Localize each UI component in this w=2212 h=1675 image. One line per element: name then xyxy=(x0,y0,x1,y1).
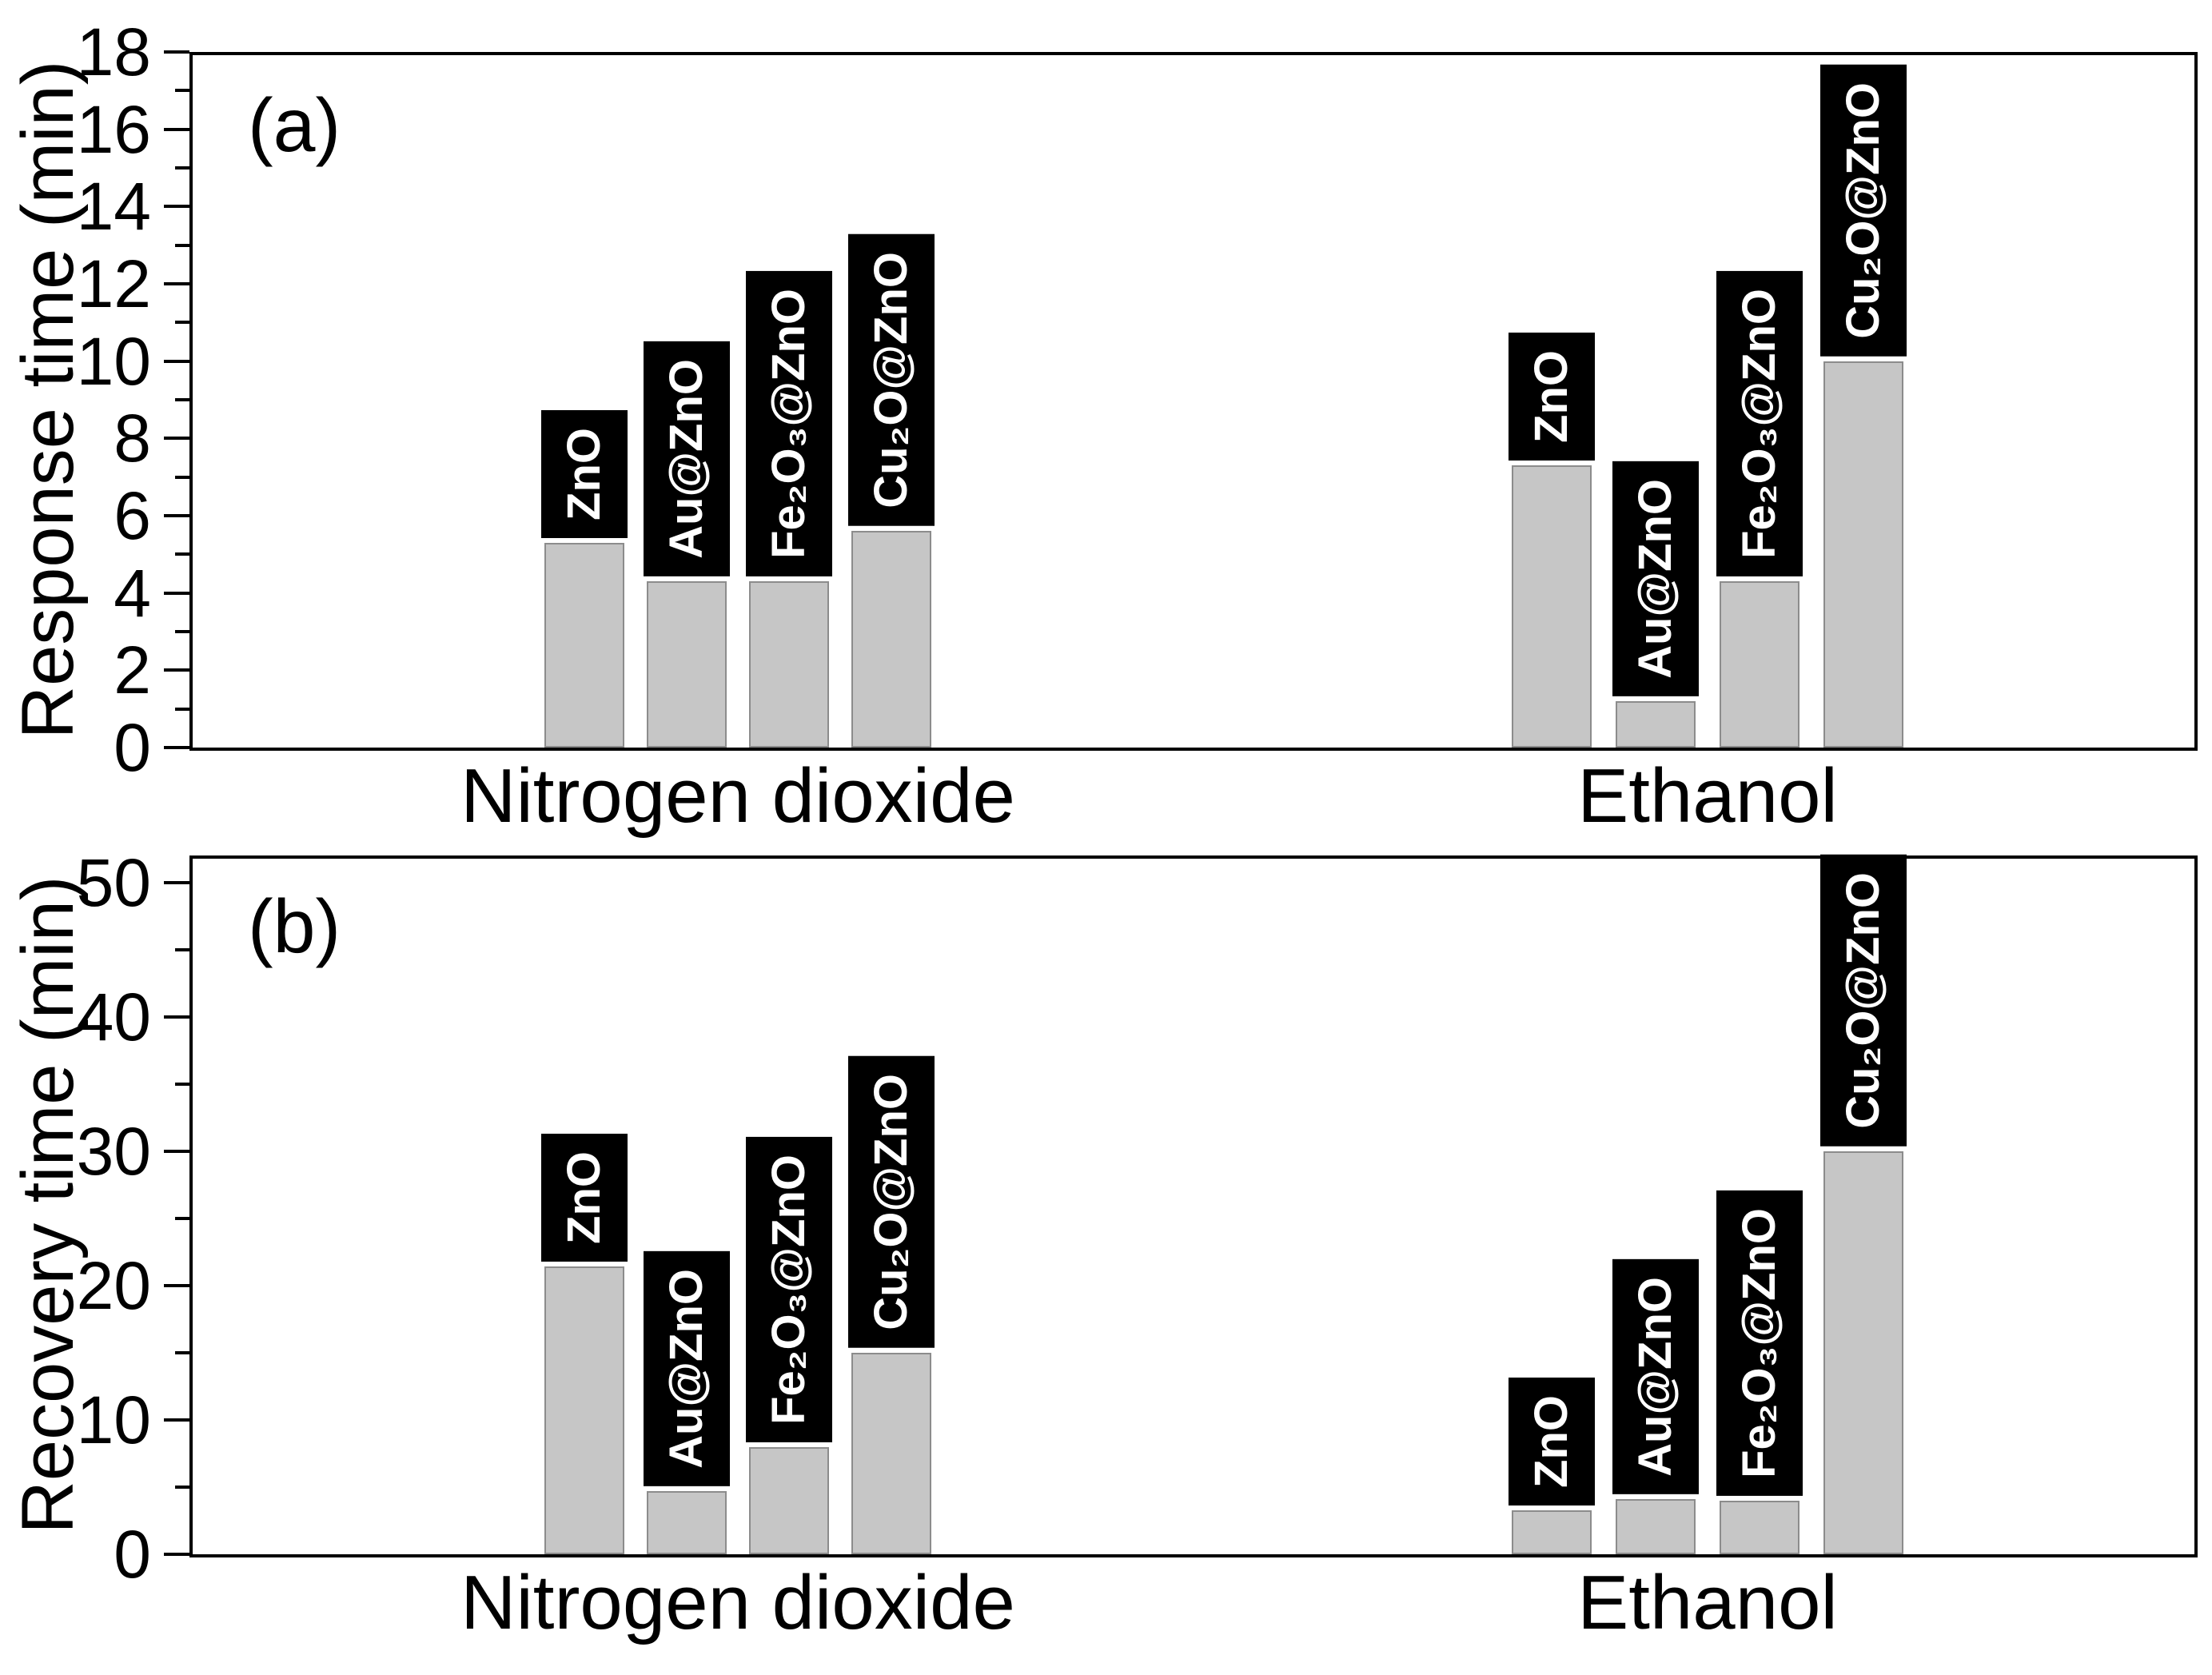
y-major-tick xyxy=(164,437,189,441)
y-tick-label: 50 xyxy=(76,844,151,920)
bar-label-ZnO: ZnO xyxy=(541,1134,628,1262)
y-minor-tick xyxy=(175,707,189,711)
y-major-tick xyxy=(164,746,189,749)
bar-Fe₂O₃@ZnO xyxy=(1720,1500,1799,1554)
y-tick-label: 4 xyxy=(114,555,151,631)
bar-label-ZnO: ZnO xyxy=(1509,1377,1595,1506)
y-major-tick xyxy=(164,359,189,363)
bar-label-Cu₂O@ZnO: Cu₂O@ZnO xyxy=(1820,854,1907,1147)
panel-(a)-left-spine xyxy=(189,52,193,751)
y-major-tick xyxy=(164,880,189,884)
y-minor-tick xyxy=(175,89,189,93)
bar-label-Fe₂O₃@ZnO: Fe₂O₃@ZnO xyxy=(746,1136,832,1442)
y-tick-label: 10 xyxy=(76,323,151,399)
y-major-tick xyxy=(164,1418,189,1422)
y-tick-label: 6 xyxy=(114,478,151,553)
bar-label-Cu₂O@ZnO: Cu₂O@ZnO xyxy=(1820,64,1907,357)
y-major-tick xyxy=(164,514,189,517)
y-minor-tick xyxy=(175,1350,189,1354)
bar-label-Au@ZnO: Au@ZnO xyxy=(644,1251,730,1486)
bar-label-Fe₂O₃@ZnO: Fe₂O₃@ZnO xyxy=(1716,271,1803,577)
y-major-tick xyxy=(164,205,189,209)
y-minor-tick xyxy=(175,1082,189,1086)
y-minor-tick xyxy=(175,243,189,247)
y-tick-label: 16 xyxy=(76,91,151,167)
y-major-tick xyxy=(164,668,189,672)
panel-letter-a: (a) xyxy=(248,83,341,168)
panel-(a)-top-spine xyxy=(189,52,2198,55)
y-major-tick xyxy=(164,282,189,285)
panel-(b)-right-spine xyxy=(2194,855,2198,1557)
bar-Au@ZnO xyxy=(647,1491,727,1554)
panel-(b)-bottom-spine xyxy=(189,1554,2198,1557)
x-category-label: Ethanol xyxy=(1577,753,1838,839)
y-tick-label: 30 xyxy=(76,1113,151,1189)
bar-label-Au@ZnO: Au@ZnO xyxy=(1612,461,1699,696)
bar-ZnO xyxy=(544,542,624,748)
panel-letter-b: (b) xyxy=(248,884,341,969)
y-major-tick xyxy=(164,1553,189,1556)
bar-Fe₂O₃@ZnO xyxy=(1720,581,1799,748)
y-minor-tick xyxy=(175,552,189,556)
bar-label-Au@ZnO: Au@ZnO xyxy=(644,341,730,576)
y-minor-tick xyxy=(175,398,189,401)
y-tick-label: 18 xyxy=(76,14,151,90)
y-minor-tick xyxy=(175,947,189,951)
bar-label-Fe₂O₃@ZnO: Fe₂O₃@ZnO xyxy=(1716,1190,1803,1496)
bar-Cu₂O@ZnO xyxy=(1823,1151,1903,1554)
y-tick-label: 0 xyxy=(114,710,151,785)
bar-Cu₂O@ZnO xyxy=(851,1352,931,1554)
bar-Fe₂O₃@ZnO xyxy=(749,581,829,748)
y-tick-label: 2 xyxy=(114,632,151,708)
y-major-tick xyxy=(164,591,189,595)
bar-ZnO xyxy=(1512,465,1592,748)
y-tick-label: 8 xyxy=(114,401,151,477)
y-tick-label: 10 xyxy=(76,1382,151,1458)
y-tick-label: 0 xyxy=(114,1517,151,1592)
x-category-label: Nitrogen dioxide xyxy=(460,1560,1015,1645)
y-tick-label: 40 xyxy=(76,979,151,1055)
y-tick-label: 12 xyxy=(76,246,151,321)
bar-label-Fe₂O₃@ZnO: Fe₂O₃@ZnO xyxy=(746,271,832,577)
y-minor-tick xyxy=(175,321,189,325)
panel-(b)-top-spine xyxy=(189,855,2198,859)
y-minor-tick xyxy=(175,1485,189,1489)
bar-label-Cu₂O@ZnO: Cu₂O@ZnO xyxy=(848,234,935,527)
y-tick-label: 20 xyxy=(76,1247,151,1323)
bar-Fe₂O₃@ZnO xyxy=(749,1446,829,1554)
bar-Au@ZnO xyxy=(1616,701,1696,748)
y-minor-tick xyxy=(175,475,189,479)
bar-label-ZnO: ZnO xyxy=(541,409,628,538)
y-major-tick xyxy=(164,127,189,131)
y-major-tick xyxy=(164,1283,189,1287)
y-minor-tick xyxy=(175,166,189,169)
x-category-label: Ethanol xyxy=(1577,1560,1838,1645)
panel-(a)-bottom-spine xyxy=(189,748,2198,751)
bar-label-Cu₂O@ZnO: Cu₂O@ZnO xyxy=(848,1055,935,1348)
bar-label-Au@ZnO: Au@ZnO xyxy=(1612,1259,1699,1494)
panel-(b)-left-spine xyxy=(189,855,193,1557)
bar-Cu₂O@ZnO xyxy=(1823,361,1903,748)
bar-Cu₂O@ZnO xyxy=(851,531,931,748)
x-category-label: Nitrogen dioxide xyxy=(460,753,1015,839)
bar-Au@ZnO xyxy=(1616,1499,1696,1554)
bar-label-ZnO: ZnO xyxy=(1509,333,1595,461)
y-tick-label: 14 xyxy=(76,169,151,245)
bar-ZnO xyxy=(544,1266,624,1554)
y-minor-tick xyxy=(175,1216,189,1220)
bar-Au@ZnO xyxy=(647,581,727,748)
y-major-tick xyxy=(164,50,189,54)
y-minor-tick xyxy=(175,630,189,633)
panel-(a)-right-spine xyxy=(2194,52,2198,751)
bar-ZnO xyxy=(1512,1509,1592,1554)
y-major-tick xyxy=(164,1149,189,1153)
y-major-tick xyxy=(164,1015,189,1019)
